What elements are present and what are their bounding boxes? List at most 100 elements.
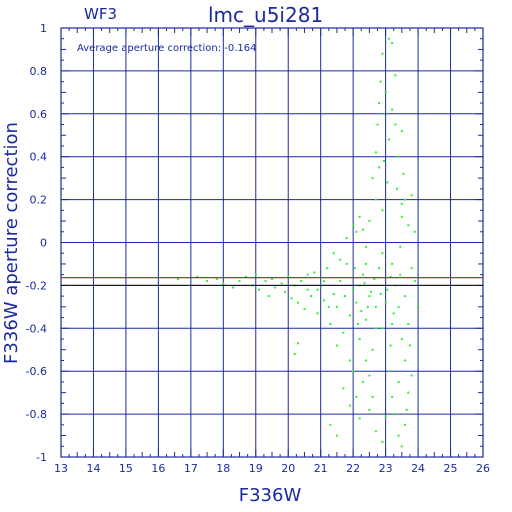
data-point (381, 327, 384, 330)
data-point (365, 245, 368, 248)
data-point (358, 215, 361, 218)
data-point (322, 299, 325, 302)
x-tick-label: 25 (444, 462, 458, 475)
data-point (407, 224, 410, 227)
x-tick-label: 14 (86, 462, 100, 475)
data-point (387, 138, 390, 141)
y-tick-label: 0.6 (30, 108, 48, 121)
grid-layer (61, 28, 483, 457)
data-point (397, 305, 400, 308)
data-point (361, 273, 364, 276)
data-point (378, 166, 381, 169)
y-tick-label: -0.2 (26, 279, 47, 292)
data-point (400, 215, 403, 218)
data-point (379, 293, 382, 295)
data-point (387, 37, 390, 40)
data-point (355, 395, 358, 398)
data-point (339, 280, 342, 283)
x-tick-label: 20 (281, 462, 295, 475)
data-point (368, 374, 371, 377)
data-point (196, 275, 199, 278)
data-point (280, 282, 283, 285)
data-point (409, 344, 411, 347)
data-point (335, 344, 338, 347)
data-point (378, 267, 381, 270)
data-point (348, 404, 351, 407)
data-point (404, 198, 407, 201)
data-point (386, 288, 389, 291)
data-point (176, 278, 179, 280)
data-point (374, 198, 377, 201)
data-point (222, 282, 225, 285)
data-point (327, 305, 330, 308)
data-point (365, 262, 368, 265)
data-point (400, 202, 403, 205)
data-point (363, 282, 366, 285)
data-point (306, 273, 309, 276)
data-point (405, 408, 408, 411)
data-point (215, 278, 218, 280)
data-point (368, 220, 371, 222)
data-point (332, 252, 335, 255)
data-point (374, 305, 377, 308)
data-point (357, 323, 359, 325)
x-tick-label: 15 (119, 462, 133, 475)
data-point (400, 130, 403, 132)
data-point (322, 280, 325, 283)
data-point (404, 359, 407, 362)
data-point (358, 338, 361, 340)
data-point (394, 413, 397, 416)
data-point (404, 295, 407, 298)
data-point (297, 301, 299, 304)
y-tick-label: 1 (40, 22, 47, 35)
data-point (335, 434, 338, 437)
data-point (389, 344, 392, 347)
data-point (293, 353, 296, 355)
data-point (383, 112, 385, 115)
data-point (378, 102, 381, 105)
y-tick-label: -1 (36, 451, 47, 464)
x-tick-label: 21 (314, 462, 328, 475)
data-point (376, 123, 379, 126)
y-axis-title: F336W aperture correction (1, 122, 22, 364)
x-tick-label: 17 (184, 462, 198, 475)
x-tick-label: 19 (249, 462, 263, 475)
data-point (300, 280, 303, 283)
plot-title: lmc_u5i281 (208, 3, 324, 27)
data-point (353, 267, 356, 270)
data-point (391, 395, 394, 398)
y-tick-label: -0.6 (26, 365, 47, 378)
data-point (387, 370, 390, 373)
data-point (404, 423, 407, 426)
data-point (373, 278, 376, 280)
x-axis-title: F336W (239, 485, 302, 506)
data-point (399, 245, 402, 248)
data-point (313, 271, 316, 274)
data-point (371, 177, 374, 180)
data-points (176, 37, 420, 448)
data-point (413, 230, 416, 233)
data-point (379, 80, 382, 83)
data-point (332, 293, 335, 295)
data-point (397, 380, 400, 383)
data-point (381, 209, 384, 212)
data-point (371, 395, 374, 398)
data-point (381, 52, 384, 55)
x-tick-label: 16 (151, 462, 165, 475)
data-point (384, 301, 387, 304)
data-point (371, 348, 374, 351)
data-point (352, 370, 355, 373)
data-point (383, 160, 385, 162)
data-point (391, 323, 394, 325)
data-point (360, 310, 363, 313)
data-point (386, 181, 389, 184)
data-point (384, 415, 387, 418)
data-point (352, 288, 355, 291)
data-point (361, 380, 364, 383)
data-point (245, 275, 247, 278)
data-point (370, 290, 372, 293)
data-point (345, 262, 348, 265)
data-point (358, 417, 361, 420)
data-point (267, 295, 270, 298)
